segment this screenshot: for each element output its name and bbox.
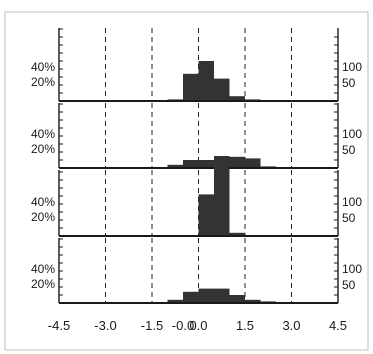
histogram-bar (245, 158, 261, 168)
histogram-panel-3: 40%20% 100 50 (31, 156, 362, 237)
left-tick-label: 40% (31, 60, 55, 74)
right-tick-label: 50 (342, 211, 356, 225)
right-tick-label: 100 (342, 262, 362, 276)
right-tick-label: 100 (342, 127, 362, 141)
histogram-panels: 40%20%1005040%20%1005040%20%1005040%20%1… (31, 28, 362, 304)
histogram-bar (183, 291, 199, 303)
x-tick-label: 0.0 (189, 318, 207, 333)
histogram-bar (214, 78, 230, 101)
histogram-bar (229, 96, 245, 101)
left-tick-label: 20% (31, 210, 55, 224)
x-tick-label: 1.5 (236, 318, 254, 333)
left-tick-label: 40% (31, 195, 55, 209)
histogram-bar (198, 194, 214, 236)
histogram-bar (229, 156, 245, 168)
right-tick-label: 50 (342, 76, 356, 90)
right-tick-label: 50 (342, 143, 356, 157)
histogram-bar (214, 156, 230, 236)
left-tick-label: 40% (31, 127, 55, 141)
left-tick-label: 20% (31, 142, 55, 156)
histogram-bar (167, 299, 183, 303)
x-tick-label: -4.5 (48, 318, 70, 333)
right-tick-label: 50 (342, 278, 356, 292)
histogram-bar (198, 160, 214, 168)
histogram-bar (229, 232, 245, 236)
histogram-bar (183, 160, 199, 168)
right-tick-label: 100 (342, 60, 362, 74)
right-tick-label: 100 (342, 195, 362, 209)
histogram-bar (198, 288, 214, 303)
x-tick-label: -3.0 (94, 318, 116, 333)
histogram-panel-1: 40%20% 100 50 (31, 28, 362, 102)
histogram-bar (214, 288, 230, 303)
x-tick-label: 4.5 (329, 318, 347, 333)
histogram-panel-4: 40%20% 100 50 (31, 238, 362, 304)
histogram-bar (229, 295, 245, 303)
x-tick-label: 3.0 (282, 318, 300, 333)
left-tick-label: 40% (31, 262, 55, 276)
x-axis: -4.5 -3.0 -1.5 -0.00.0 1.5 3.0 4.5 (48, 318, 347, 333)
x-tick-label: -1.5 (141, 318, 163, 333)
left-tick-label: 20% (31, 75, 55, 89)
histogram-panel-2: 40%20% 100 50 (31, 103, 362, 169)
histogram-bar (167, 164, 183, 168)
figure-border (4, 11, 369, 351)
left-tick-label: 20% (31, 277, 55, 291)
x-tick-label: -0.0 (172, 318, 194, 333)
histogram-bar (183, 73, 199, 101)
histogram-bar (198, 61, 214, 101)
histogram-bar (245, 299, 261, 303)
